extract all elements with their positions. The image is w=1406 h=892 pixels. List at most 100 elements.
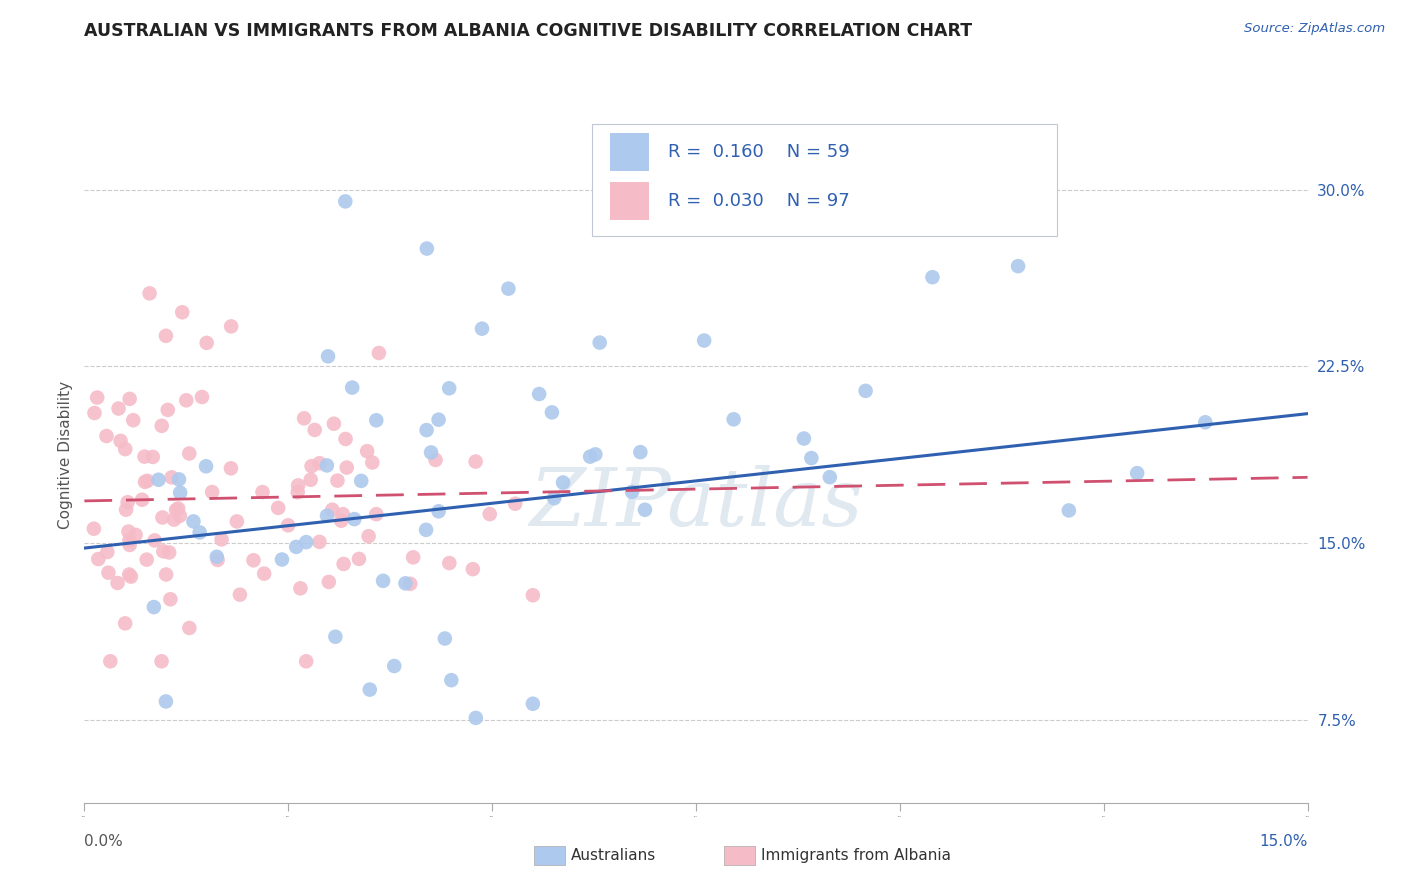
Point bbox=[350, 474, 373, 488]
Text: R =  0.160    N = 59: R = 0.160 N = 59 bbox=[668, 144, 849, 161]
Point bbox=[415, 523, 437, 537]
Point bbox=[315, 458, 337, 473]
Point bbox=[437, 381, 460, 395]
Point bbox=[583, 447, 606, 461]
Point bbox=[253, 566, 276, 581]
Point bbox=[366, 507, 388, 521]
Point bbox=[124, 528, 146, 542]
Point bbox=[464, 711, 486, 725]
Point bbox=[316, 508, 339, 523]
Text: Source: ZipAtlas.com: Source: ZipAtlas.com bbox=[1244, 22, 1385, 36]
Point bbox=[478, 507, 501, 521]
Point bbox=[301, 459, 323, 474]
Point bbox=[143, 533, 166, 548]
Point bbox=[318, 574, 340, 589]
Point bbox=[174, 393, 197, 408]
Point bbox=[188, 525, 211, 540]
Point bbox=[96, 545, 118, 559]
Point bbox=[361, 455, 384, 469]
Point bbox=[439, 556, 461, 570]
Point bbox=[160, 470, 183, 484]
Point bbox=[195, 459, 218, 474]
Point bbox=[118, 538, 141, 552]
Point bbox=[169, 508, 191, 523]
Point bbox=[87, 552, 110, 566]
Point bbox=[156, 403, 179, 417]
Point bbox=[359, 682, 381, 697]
Point bbox=[290, 582, 312, 596]
Point bbox=[242, 553, 264, 567]
Point bbox=[155, 328, 177, 343]
Point bbox=[347, 552, 370, 566]
Point bbox=[693, 334, 716, 348]
Point bbox=[1057, 503, 1080, 517]
Point bbox=[107, 401, 129, 416]
Point bbox=[98, 654, 121, 668]
Point bbox=[150, 654, 173, 668]
Point bbox=[321, 502, 343, 516]
Point bbox=[271, 552, 294, 566]
Point bbox=[207, 553, 229, 567]
Point bbox=[115, 502, 138, 516]
Point bbox=[201, 485, 224, 500]
Point bbox=[179, 621, 201, 635]
Point bbox=[800, 451, 823, 466]
Point bbox=[394, 576, 416, 591]
Point bbox=[1194, 415, 1216, 429]
Point bbox=[229, 588, 252, 602]
Point bbox=[142, 450, 165, 464]
Point bbox=[96, 429, 118, 443]
Point bbox=[219, 319, 242, 334]
Point bbox=[427, 504, 450, 518]
Point bbox=[120, 569, 142, 583]
Text: ZIPatlas: ZIPatlas bbox=[529, 465, 863, 542]
Point bbox=[191, 390, 214, 404]
Point bbox=[148, 473, 170, 487]
Point bbox=[205, 549, 228, 564]
Point bbox=[316, 349, 339, 363]
Text: 15.0%: 15.0% bbox=[1260, 834, 1308, 849]
Point bbox=[211, 533, 233, 547]
Text: 0.0%: 0.0% bbox=[84, 834, 124, 849]
Point bbox=[183, 515, 205, 529]
Text: Immigrants from Albania: Immigrants from Albania bbox=[761, 848, 950, 863]
Point bbox=[295, 654, 318, 668]
Point bbox=[343, 512, 366, 526]
Point bbox=[131, 492, 153, 507]
Point bbox=[165, 503, 187, 517]
Point bbox=[107, 576, 129, 591]
Point bbox=[135, 552, 157, 566]
Point bbox=[299, 473, 322, 487]
Point bbox=[543, 491, 565, 506]
Point bbox=[219, 461, 242, 475]
Point bbox=[179, 446, 201, 460]
Point bbox=[522, 697, 544, 711]
Point bbox=[110, 434, 132, 448]
Point bbox=[621, 484, 644, 499]
Point bbox=[325, 630, 347, 644]
Point bbox=[83, 522, 105, 536]
Point bbox=[503, 497, 526, 511]
Point bbox=[340, 380, 363, 394]
Point bbox=[225, 515, 247, 529]
Point bbox=[117, 524, 139, 539]
Point bbox=[579, 450, 602, 464]
Point bbox=[136, 474, 159, 488]
Point bbox=[541, 405, 564, 419]
Point bbox=[134, 450, 156, 464]
Point bbox=[855, 384, 877, 398]
Point bbox=[285, 540, 308, 554]
Point bbox=[1007, 259, 1029, 273]
Point bbox=[367, 346, 389, 360]
Point bbox=[114, 442, 136, 456]
Point bbox=[322, 417, 344, 431]
Point bbox=[308, 456, 330, 470]
Point bbox=[167, 472, 190, 486]
Point bbox=[366, 413, 388, 427]
Point bbox=[723, 412, 745, 426]
Point bbox=[292, 411, 315, 425]
Point bbox=[152, 544, 174, 558]
Point bbox=[142, 600, 165, 615]
Point bbox=[155, 567, 177, 582]
Point bbox=[551, 475, 574, 490]
